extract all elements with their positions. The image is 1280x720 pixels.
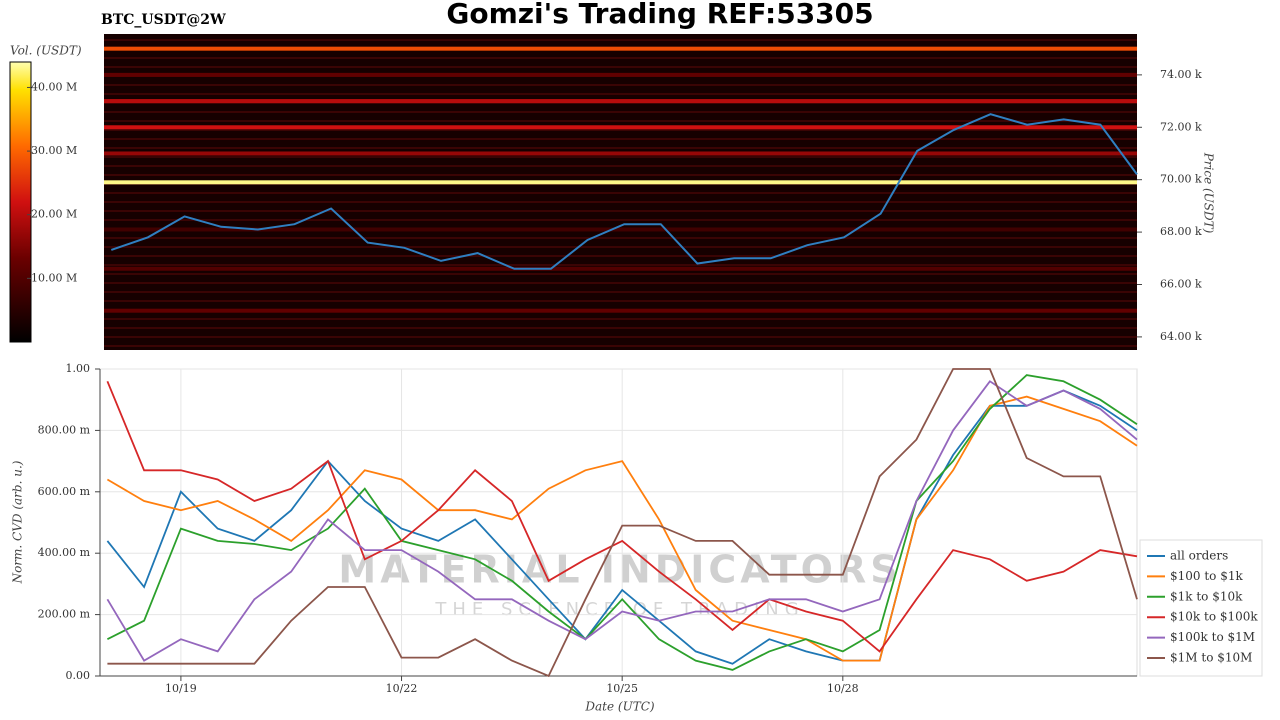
- y-tick-label: 72.00 k: [1160, 120, 1202, 133]
- series-line: [107, 368, 1138, 678]
- y-tick-label: 68.00 k: [1160, 225, 1202, 238]
- plot-area: [99, 368, 1138, 677]
- legend-label: $10k to $100k: [1170, 610, 1258, 624]
- colorbar-tick-label: 20.00 M: [31, 208, 77, 221]
- liquidity-band: [104, 99, 1137, 104]
- liquidity-band: [104, 125, 1137, 130]
- liquidity-band: [104, 151, 1137, 156]
- y-tick-label: 64.00 k: [1160, 330, 1202, 343]
- y-tick-label: 74.00 k: [1160, 68, 1202, 81]
- y-tick-label: 800.00 m: [38, 423, 91, 436]
- y-tick-label: 66.00 k: [1160, 277, 1202, 290]
- y-tick-label: 400.00 m: [38, 546, 91, 559]
- series-line: [106, 395, 1138, 662]
- liquidity-band: [104, 308, 1137, 313]
- y-tick-label: 200.00 m: [38, 608, 91, 621]
- series-line: [106, 374, 1138, 671]
- x-tick-label: 10/19: [165, 682, 197, 695]
- y-axis-label: Norm. CVD (arb. u.): [11, 460, 25, 584]
- chart-title: Gomzi's Trading REF:53305: [446, 0, 873, 30]
- series-line: [106, 380, 1138, 662]
- legend: [1139, 539, 1263, 677]
- y-tick-label: 0.00: [66, 669, 91, 682]
- colorbar-tick-label: 40.00 M: [31, 80, 77, 93]
- legend-label: $100k to $1M: [1170, 630, 1255, 644]
- y-tick-label: 1.00: [66, 362, 91, 375]
- liquidity-band: [104, 180, 1137, 185]
- colorbar-tick-label: 30.00 M: [31, 144, 77, 157]
- y-axis-label: Price (USDT): [1202, 152, 1216, 234]
- y-tick-label: 600.00 m: [38, 485, 91, 498]
- liquidity-band: [104, 266, 1137, 271]
- liquidity-band: [104, 46, 1137, 51]
- heatmap-background: [104, 34, 1137, 350]
- legend-label: $1M to $10M: [1170, 651, 1252, 665]
- x-axis-label: Date (UTC): [584, 700, 654, 714]
- colorbar-tick-label: 10.00 M: [31, 271, 77, 284]
- liquidity-band: [104, 227, 1137, 232]
- x-tick-label: 10/22: [386, 682, 418, 695]
- x-tick-label: 10/28: [827, 682, 859, 695]
- colorbar-label: Vol. (USDT): [10, 44, 82, 58]
- legend-label: $1k to $10k: [1170, 589, 1243, 603]
- series-line: [106, 389, 1138, 665]
- legend-label: all orders: [1170, 549, 1228, 563]
- watermark: MATERIAL INDICATORS: [338, 548, 901, 592]
- pair-label: BTC_USDT@2W: [101, 12, 226, 28]
- x-tick-label: 10/25: [606, 682, 638, 695]
- legend-label: $100 to $1k: [1170, 569, 1243, 583]
- colorbar: [9, 61, 32, 343]
- y-tick-label: 70.00 k: [1160, 173, 1202, 186]
- liquidity-band: [104, 72, 1137, 77]
- price-line: [110, 113, 1138, 270]
- series-line: [106, 380, 1138, 653]
